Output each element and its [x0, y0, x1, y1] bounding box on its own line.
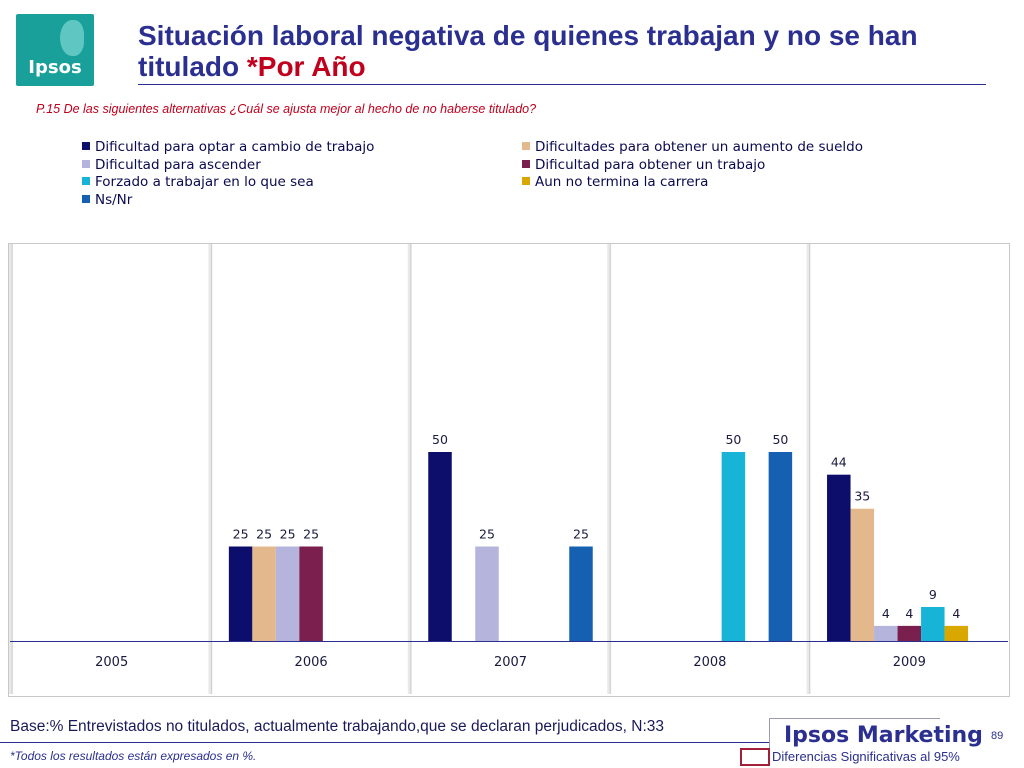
bar: [827, 474, 851, 641]
data-label: 25: [256, 527, 272, 542]
legend-item: Aun no termina la carrera: [522, 174, 708, 190]
title-main: Situación laboral negativa de quienes tr…: [138, 20, 918, 82]
bar: [874, 625, 898, 641]
bar: [944, 625, 969, 641]
title-divider: [138, 84, 986, 85]
legend-item: Dificultad para ascender: [82, 157, 261, 173]
logo-text: Ipsos: [28, 57, 82, 78]
chart-frame: [8, 243, 1010, 697]
bar: [569, 546, 593, 641]
data-label: 4: [952, 606, 960, 621]
significance-marker: [740, 748, 770, 766]
legend-item: Dificultades para obtener un aumento de …: [522, 139, 863, 155]
panel-separator: [806, 244, 811, 694]
legend-item: Ns/Nr: [82, 192, 132, 208]
bar: [428, 452, 452, 641]
panel-separator: [208, 244, 213, 694]
legend-label: Dificultad para obtener un trabajo: [535, 156, 766, 173]
question-text: P.15 De las siguientes alternativas ¿Cuá…: [36, 102, 537, 116]
legend-label: Dificultad para optar a cambio de trabaj…: [95, 139, 375, 155]
footnote: *Todos los resultados están expresados e…: [10, 749, 257, 763]
bar: [299, 546, 323, 641]
x-tick-label: 2005: [95, 655, 128, 670]
data-label: 25: [303, 527, 319, 542]
bar: [768, 452, 793, 641]
legend-item: Forzado a trabajar en lo que sea: [82, 174, 314, 190]
bar: [475, 546, 499, 641]
data-label: 4: [905, 606, 913, 621]
data-label: 4: [882, 606, 890, 621]
x-tick-label: 2006: [295, 655, 328, 670]
brand-name: Ipsos Marketing: [784, 723, 983, 748]
legend-swatch: [522, 177, 530, 185]
panel-separator: [607, 244, 612, 694]
legend-swatch: [522, 142, 530, 150]
page-number: 89: [991, 730, 1004, 742]
logo-head-icon: [60, 20, 84, 56]
bar: [721, 452, 746, 641]
legend-label: Forzado a trabajar en lo que sea: [95, 174, 314, 190]
legend-swatch: [82, 159, 90, 168]
data-label: 25: [573, 527, 589, 542]
legend-swatch: [82, 177, 90, 185]
legend-item: Dificultad para obtener un trabajo: [522, 157, 765, 173]
bar: [850, 508, 875, 641]
data-label: 25: [280, 527, 296, 542]
x-tick-label: 2007: [494, 655, 527, 670]
legend-swatch: [522, 159, 530, 168]
bar: [275, 546, 300, 641]
title-suffix: *Por Año: [246, 51, 366, 82]
data-label: 25: [233, 527, 249, 542]
legend-label: Aun no termina la carrera: [535, 174, 709, 190]
panel-separator: [9, 244, 13, 694]
legend-swatch: [82, 142, 90, 150]
data-label: 25: [479, 527, 495, 542]
data-label: 35: [854, 489, 870, 504]
legend-label: Dificultades para obtener un aumento de …: [535, 139, 863, 155]
base-text: Base:% Entrevistados no titulados, actua…: [10, 718, 664, 735]
ipsos-logo: Ipsos: [16, 14, 94, 86]
panel-separator: [407, 244, 412, 694]
bar: [228, 546, 253, 641]
bar: [921, 606, 945, 641]
x-tick-label: 2008: [693, 655, 726, 670]
page-title: Situación laboral negativa de quienes tr…: [138, 20, 1008, 82]
data-label: 44: [831, 455, 847, 470]
brand-box: [769, 718, 940, 753]
legend-item: Dificultad para optar a cambio de trabaj…: [82, 139, 374, 155]
data-label: 9: [929, 587, 937, 602]
x-tick-label: 2009: [893, 655, 926, 670]
data-label: 50: [432, 432, 448, 447]
bar: [897, 625, 922, 641]
legend-label: Ns/Nr: [95, 191, 133, 208]
data-label: 50: [772, 432, 788, 447]
legend-label: Dificultad para ascender: [95, 156, 261, 173]
data-label: 50: [725, 432, 741, 447]
footer-divider: [0, 742, 770, 743]
legend-swatch: [82, 194, 90, 203]
bar: [252, 546, 276, 641]
significance-label: Diferencias Significativas al 95%: [772, 749, 960, 764]
